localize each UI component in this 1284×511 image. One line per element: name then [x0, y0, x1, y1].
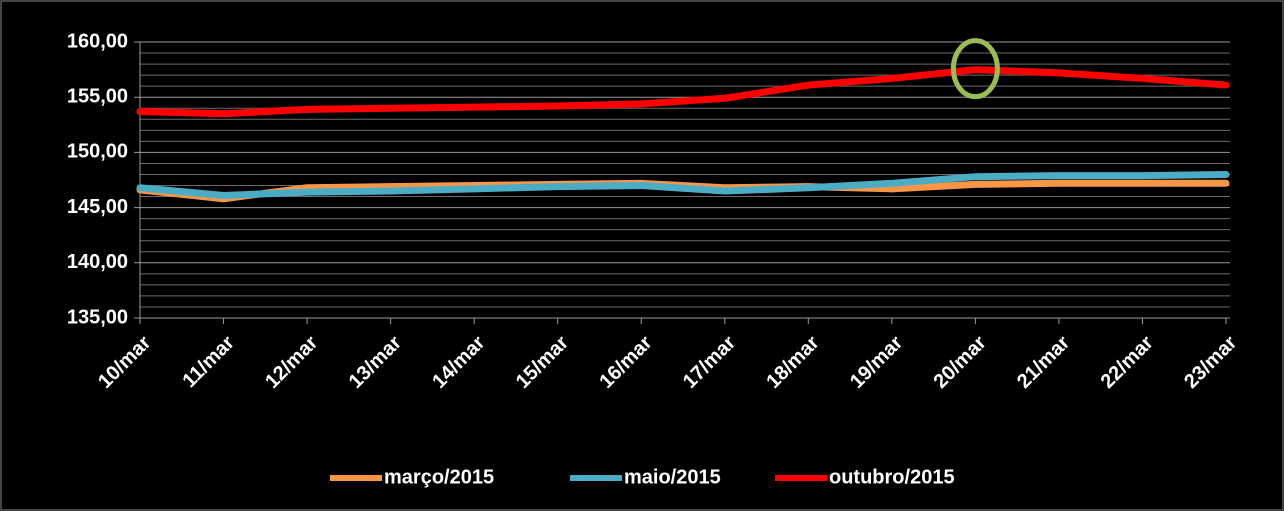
y-tick-label: 140,00 [67, 251, 128, 273]
highlight-circle [950, 38, 1000, 100]
series-line [136, 170, 1230, 199]
series-line [136, 66, 1230, 118]
y-tick-label: 150,00 [67, 141, 128, 163]
y-tick-label: 155,00 [67, 85, 128, 107]
y-tick-label: 135,00 [67, 306, 128, 328]
legend-label: março/2015 [384, 466, 494, 488]
y-tick-label: 145,00 [67, 196, 128, 218]
legend-label: maio/2015 [624, 466, 721, 488]
y-tick-label: 160,00 [67, 30, 128, 52]
legend-label: outubro/2015 [829, 466, 955, 488]
